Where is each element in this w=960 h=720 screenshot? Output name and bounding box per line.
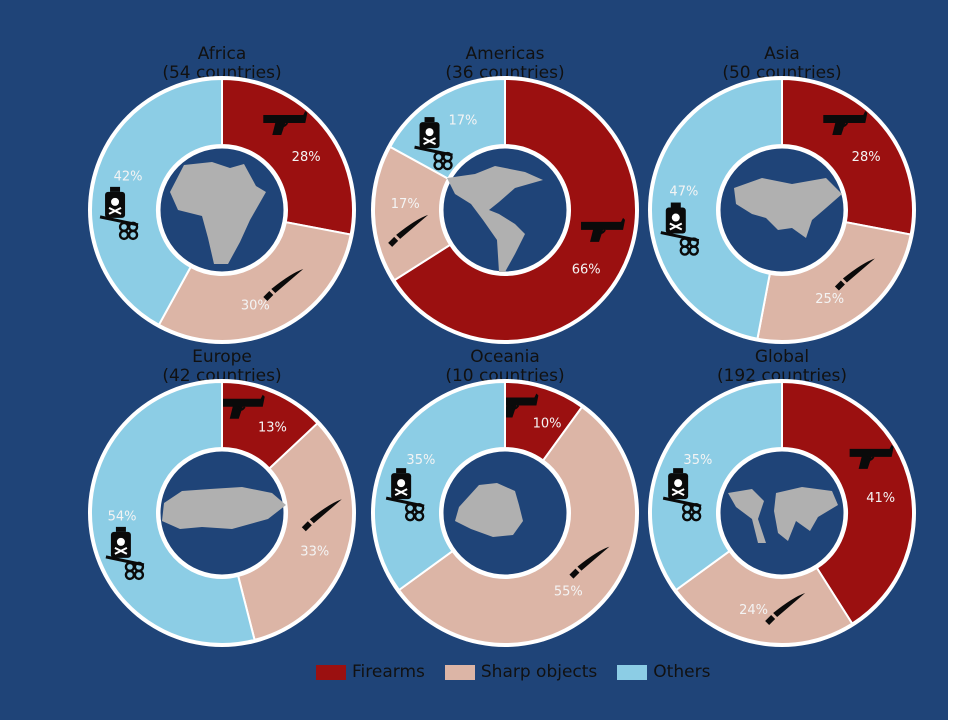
donut-slice-sharp-objects [236, 421, 354, 642]
legend-item-firearms: Firearms [316, 662, 425, 682]
chart-title: Asia [764, 44, 800, 64]
slice-label-sharp-objects: 24% [739, 603, 768, 618]
chart-subtitle: (10 countries) [445, 366, 564, 386]
donut-chart-europe: Europe(42 countries) 13% 33% 54% [88, 347, 356, 647]
handgun-icon [220, 394, 265, 419]
knife-icon [301, 499, 342, 532]
knife-icon [765, 592, 806, 625]
chart-subtitle: (36 countries) [445, 63, 564, 83]
poison-bottle-and-knuckles-icon [414, 117, 453, 171]
handgun-icon [581, 217, 626, 242]
slice-label-sharp-objects: 25% [815, 292, 844, 307]
legend-swatch-others [617, 664, 648, 680]
donut-chart-global: Global(192 countries) 41% 24% 35% [648, 347, 916, 647]
legend-label-firearms: Firearms [352, 662, 425, 682]
legend-swatch-firearms [316, 664, 346, 680]
knife-icon [263, 269, 304, 302]
donut-slice-firearms [221, 77, 354, 236]
chart-title: Americas [466, 44, 545, 64]
asia-map [734, 178, 842, 238]
chart-subtitle: (42 countries) [162, 366, 281, 386]
donut-chart-americas: Americas(36 countries) 66% 17% 17% [371, 44, 639, 344]
legend-label-sharp-objects: Sharp objects [480, 662, 598, 682]
donut-slice-others [373, 380, 506, 592]
donut-slice-sharp-objects [674, 549, 854, 645]
slice-label-others: 54% [108, 510, 137, 525]
handgun-icon [849, 444, 894, 469]
poison-bottle-and-knuckles-icon [660, 202, 700, 256]
slice-label-others: 42% [114, 170, 143, 185]
legend-swatch-sharp-objects [444, 664, 475, 680]
poison-bottle-and-knuckles-icon [662, 468, 702, 522]
slice-label-firearms: 28% [292, 150, 321, 165]
legend-item-sharp-objects: Sharp objects [444, 662, 598, 682]
donut-slice-firearms [781, 77, 914, 236]
slice-label-sharp-objects: 55% [554, 584, 583, 599]
poison-bottle-and-knuckles-icon [99, 186, 139, 241]
chart-subtitle: (50 countries) [722, 63, 841, 83]
africa-map [170, 162, 266, 264]
legend: Firearms Sharp objects Others [316, 658, 730, 686]
knife-icon [834, 258, 875, 291]
donut-slice-sharp-objects [756, 221, 912, 342]
donut-slice-sharp-objects [157, 221, 352, 342]
legend-item-others: Others [617, 662, 710, 682]
slice-label-others: 47% [669, 185, 698, 200]
chart-title: Global [755, 347, 809, 367]
donut-slice-others [650, 77, 783, 340]
donut-slice-firearms [781, 380, 914, 625]
poison-bottle-and-knuckles-icon [105, 526, 145, 581]
donut-chart-asia: Asia(50 countries) 28% 25% 47% [648, 44, 916, 344]
chart-subtitle: (192 countries) [717, 366, 847, 386]
oceania-map [455, 483, 523, 537]
donut-slice-others [650, 380, 783, 592]
chart-title: Oceania [470, 347, 540, 367]
slice-label-firearms: 28% [852, 150, 881, 165]
handgun-icon [823, 110, 868, 135]
chart-title: Europe [192, 347, 252, 367]
slice-label-sharp-objects: 30% [241, 298, 270, 313]
legend-label-others: Others [653, 662, 711, 682]
slice-label-others: 35% [683, 453, 712, 468]
handgun-icon [263, 110, 308, 135]
americas-map [447, 166, 543, 272]
europe-map [162, 487, 286, 529]
chart-title: Africa [198, 44, 247, 64]
donut-slice-others [388, 77, 506, 181]
slice-label-firearms: 41% [866, 491, 895, 506]
slice-label-firearms: 66% [572, 262, 601, 277]
slice-label-others: 35% [406, 453, 435, 468]
donut-slice-others [90, 77, 223, 327]
slice-label-sharp-objects: 33% [300, 544, 329, 559]
donut-slice-firearms [393, 77, 637, 342]
poison-bottle-and-knuckles-icon [385, 468, 425, 522]
world-map [728, 487, 838, 543]
slice-label-sharp-objects: 17% [391, 197, 420, 212]
donut-slice-sharp-objects [397, 405, 637, 645]
slice-label-firearms: 10% [533, 416, 562, 431]
donut-chart-oceania: Oceania(10 countries) 10% 55% 35% [371, 347, 639, 647]
donut-chart-africa: Africa(54 countries) 28% 30% 42% [88, 44, 356, 344]
slice-label-others: 17% [448, 113, 477, 128]
chart-subtitle: (54 countries) [162, 63, 281, 83]
knife-icon [569, 546, 610, 579]
right-margin-strip [948, 0, 960, 720]
slice-label-firearms: 13% [258, 421, 287, 436]
knife-icon [388, 214, 429, 247]
